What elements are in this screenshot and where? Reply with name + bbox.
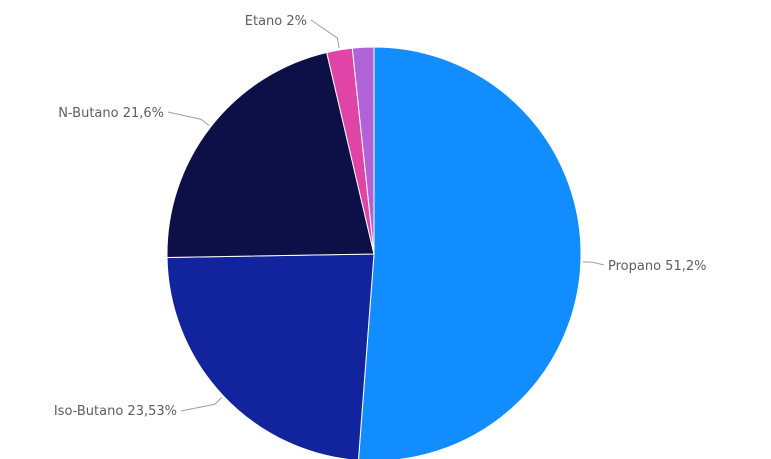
label-propano: Propano 51,2% — [608, 259, 706, 274]
leader-line-propano — [582, 261, 605, 266]
label-iso-butano: Iso-Butano 23,53% — [54, 404, 177, 419]
leader-line-iso-butano — [180, 397, 223, 412]
leader-line-n-butano — [167, 111, 210, 126]
leader-line-etano — [310, 19, 340, 48]
pie-slice-unlabeled — [351, 46, 375, 255]
pie-slice-n-butano — [166, 51, 375, 259]
pie-slices — [166, 46, 582, 459]
pie-slice-propano — [358, 46, 582, 459]
slice-labels: Propano 51,2% Iso-Butano 23,53% N-Butano… — [54, 14, 707, 419]
leader-lines — [167, 19, 605, 412]
label-n-butano: N-Butano 21,6% — [58, 106, 164, 121]
pie-slice-iso-butano — [166, 253, 375, 459]
label-etano: Etano 2% — [245, 14, 307, 29]
